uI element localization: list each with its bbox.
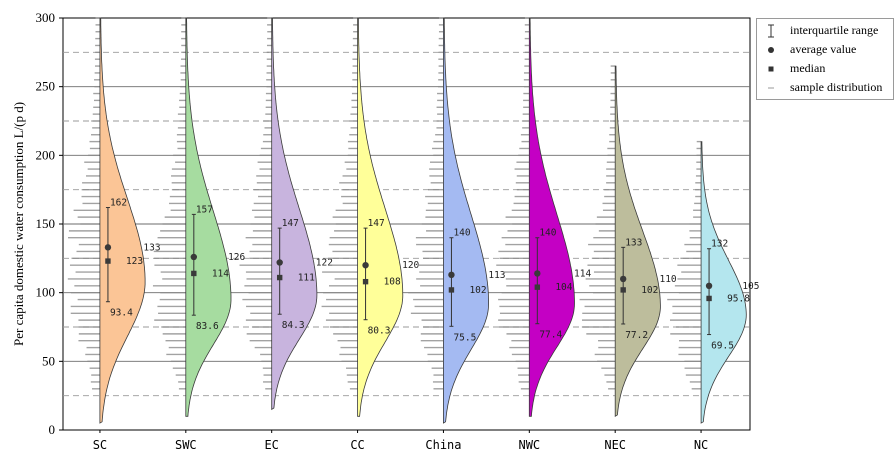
- legend-label: interquartile range: [790, 23, 879, 37]
- q1-label: 83.6: [196, 321, 219, 332]
- x-tick-label: NEC: [604, 438, 626, 450]
- q3-label: 132: [711, 239, 728, 250]
- average-label: 113: [488, 270, 505, 281]
- median-point: [362, 278, 369, 285]
- median-point: [276, 274, 283, 281]
- average-label: 120: [402, 260, 419, 271]
- average-label: 110: [659, 274, 676, 285]
- legend-item-interquartile-range: interquartile range: [757, 22, 895, 40]
- average-label: 133: [143, 242, 160, 253]
- legend-label: average value: [790, 42, 857, 56]
- y-tick-label: 50: [42, 353, 55, 368]
- legend-item-sample-distribution: sample distribution: [757, 79, 895, 97]
- q1-label: 75.5: [453, 332, 476, 343]
- average-label: 105: [742, 281, 759, 292]
- x-tick-label: SC: [93, 438, 107, 450]
- q1-label: 69.5: [711, 341, 734, 352]
- legend-item-average: average value: [757, 41, 895, 59]
- q1-label: 77.4: [539, 330, 562, 341]
- median-point: [534, 284, 541, 290]
- q1-label: 84.3: [282, 320, 305, 331]
- y-tick-label: 100: [36, 285, 56, 300]
- average-label: 122: [316, 257, 333, 268]
- average-label: 114: [574, 268, 591, 279]
- median-label: 123: [126, 256, 143, 267]
- q3-label: 157: [196, 204, 213, 215]
- y-tick-label: 300: [36, 10, 56, 25]
- q3-label: 147: [368, 218, 385, 229]
- legend-label: sample distribution: [790, 80, 883, 94]
- y-tick-label: 0: [49, 422, 56, 437]
- median-label: 102: [469, 285, 486, 296]
- x-tick-label: NC: [694, 438, 708, 450]
- median-point: [105, 258, 111, 264]
- median-label: 111: [298, 273, 315, 284]
- median-label: 108: [384, 277, 401, 288]
- average-dot-icon: [768, 47, 774, 53]
- median-point: [448, 287, 455, 293]
- y-tick-label: 150: [36, 216, 56, 231]
- legend: interquartile range average value median…: [756, 18, 894, 100]
- average-point: [534, 270, 541, 277]
- q1-label: 77.2: [625, 330, 648, 341]
- violin-china: [442, 17, 489, 424]
- legend-label: median: [790, 61, 826, 75]
- median-point: [191, 270, 197, 277]
- q3-label: 140: [453, 228, 470, 239]
- q3-label: 140: [539, 228, 556, 239]
- q3-label: 147: [282, 218, 299, 229]
- legend-item-median: median: [757, 60, 895, 78]
- x-tick-label: EC: [264, 438, 278, 450]
- average-point: [104, 244, 112, 251]
- interquartile-range-icon: [768, 24, 774, 38]
- median-point: [706, 295, 712, 302]
- q1-label: 80.3: [368, 326, 391, 337]
- q1-label: 93.4: [110, 308, 133, 319]
- violin-nwc: [528, 17, 575, 417]
- y-axis-label: Per capita domestic water consumption L/…: [11, 102, 26, 346]
- violin-nc: [700, 141, 747, 424]
- average-point: [448, 271, 455, 279]
- q3-label: 162: [110, 198, 127, 209]
- x-tick-label: SWC: [175, 438, 197, 450]
- violin-cc: [357, 17, 404, 417]
- median-square-icon: [768, 66, 774, 72]
- violin-sc: [99, 17, 146, 424]
- violin-swc: [185, 17, 232, 417]
- y-tick-label: 250: [36, 79, 56, 94]
- x-tick-label: CC: [350, 438, 364, 450]
- median-label: 114: [212, 268, 229, 279]
- median-label: 104: [555, 282, 572, 293]
- x-tick-label: NWC: [518, 438, 540, 450]
- average-point: [619, 275, 627, 283]
- average-label: 126: [228, 252, 245, 263]
- y-tick-label: 200: [36, 147, 56, 162]
- median-label: 102: [641, 285, 658, 296]
- median-label: 95.8: [727, 293, 750, 304]
- violin-ec: [271, 17, 318, 411]
- average-point: [705, 282, 713, 289]
- q3-label: 133: [625, 237, 642, 248]
- average-point: [190, 253, 198, 261]
- sample-line-icon: [768, 87, 774, 89]
- x-tick-label: China: [425, 438, 461, 450]
- average-point: [276, 259, 283, 266]
- violin-nec: [614, 65, 661, 418]
- median-point: [620, 287, 626, 293]
- average-point: [362, 262, 369, 269]
